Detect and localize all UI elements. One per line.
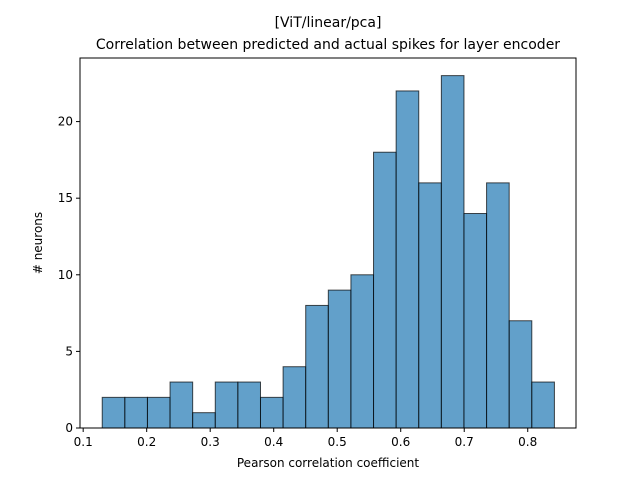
histogram-bar	[463, 213, 488, 429]
histogram-bar	[508, 320, 533, 429]
histogram-bar	[214, 381, 239, 429]
histogram-bar	[192, 412, 216, 429]
histogram-bar	[237, 381, 261, 429]
histogram-bar	[531, 381, 555, 429]
histogram-bar	[124, 396, 148, 429]
y-tick-label: 20	[58, 115, 73, 129]
histogram-bar	[305, 304, 329, 429]
y-tick-label: 0	[65, 421, 73, 435]
x-tick-label: 0.7	[455, 435, 474, 449]
bars-group	[101, 75, 555, 429]
x-axis-label: Pearson correlation coefficient	[237, 456, 420, 470]
histogram-bar	[259, 396, 284, 429]
y-tick-label: 15	[58, 191, 73, 205]
x-tick-label: 0.3	[201, 435, 220, 449]
x-tick-label: 0.8	[518, 435, 537, 449]
histogram-bar	[418, 182, 442, 429]
x-tick-label: 0.4	[264, 435, 283, 449]
x-axis-ticks: 0.1 0.2 0.3 0.4 0.5 0.6 0.7 0.8	[74, 428, 537, 449]
y-tick-label: 5	[65, 344, 73, 358]
histogram-bar	[440, 75, 465, 429]
chart-title: [ViT/linear/pca]	[275, 15, 382, 31]
y-tick-label: 10	[58, 268, 73, 282]
y-axis-label: # neurons	[31, 212, 45, 274]
x-tick-label: 0.2	[137, 435, 156, 449]
x-tick-label: 0.5	[328, 435, 347, 449]
histogram-bar	[282, 366, 307, 429]
histogram-bar	[350, 274, 375, 429]
histogram-bar	[327, 289, 352, 429]
x-tick-label: 0.1	[74, 435, 93, 449]
histogram-bar	[395, 90, 420, 429]
histogram-bar	[373, 151, 397, 429]
plot-frame	[79, 57, 577, 429]
histogram-bar	[486, 182, 510, 429]
histogram-bar	[169, 381, 194, 429]
chart-subtitle: Correlation between predicted and actual…	[96, 37, 560, 53]
histogram-bar	[146, 396, 171, 429]
histogram-bar	[101, 396, 126, 429]
y-axis-ticks: 0 5 10 15 20	[58, 115, 80, 435]
x-tick-label: 0.6	[391, 435, 410, 449]
